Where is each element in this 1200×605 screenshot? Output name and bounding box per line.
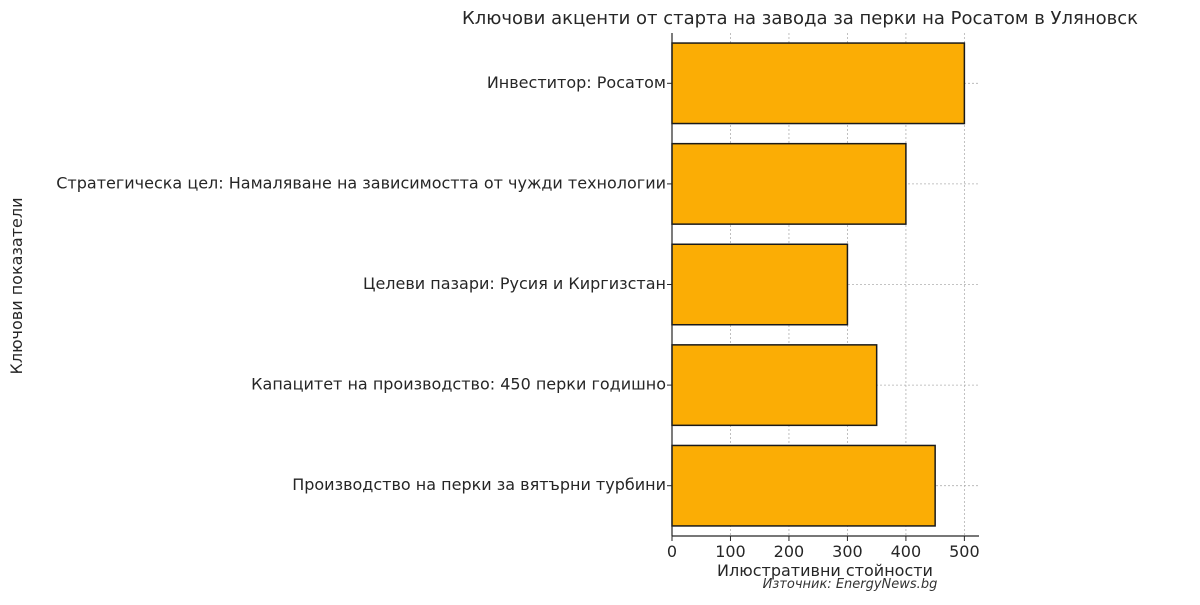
category-label: Производство на перки за вятърни турбини	[292, 475, 666, 494]
x-ticks: 0 100 200 300 400 500	[667, 536, 980, 561]
category-label: Стратегическа цел: Намаляване на зависим…	[56, 173, 666, 192]
x-tick-label: 200	[774, 542, 805, 561]
bar	[671, 42, 966, 125]
bar	[671, 344, 878, 427]
category-label: Инвеститор: Росатом	[487, 73, 666, 92]
bar	[671, 243, 849, 326]
x-tick-label: 0	[667, 542, 677, 561]
y-axis-label: Ключови показатели	[7, 197, 26, 374]
x-tick-label: 500	[949, 542, 980, 561]
chart-title: Ключови акценти от старта на завода за п…	[462, 8, 1138, 29]
bar	[671, 444, 936, 527]
x-tick-label: 100	[715, 542, 746, 561]
category-label: Капацитет на производство: 450 перки год…	[251, 375, 666, 394]
bars	[671, 42, 966, 527]
x-axis-label: Илюстративни стойности	[717, 561, 933, 580]
x-tick-label: 300	[832, 542, 863, 561]
source-note: Източник: EnergyNews.bg	[763, 577, 938, 592]
category-label: Целеви пазари: Русия и Киргизстан	[363, 274, 666, 293]
x-tick-label: 400	[891, 542, 922, 561]
category-labels: Производство на перки за вятърни турбини…	[56, 73, 666, 494]
bar	[671, 142, 907, 225]
axes	[667, 33, 979, 537]
